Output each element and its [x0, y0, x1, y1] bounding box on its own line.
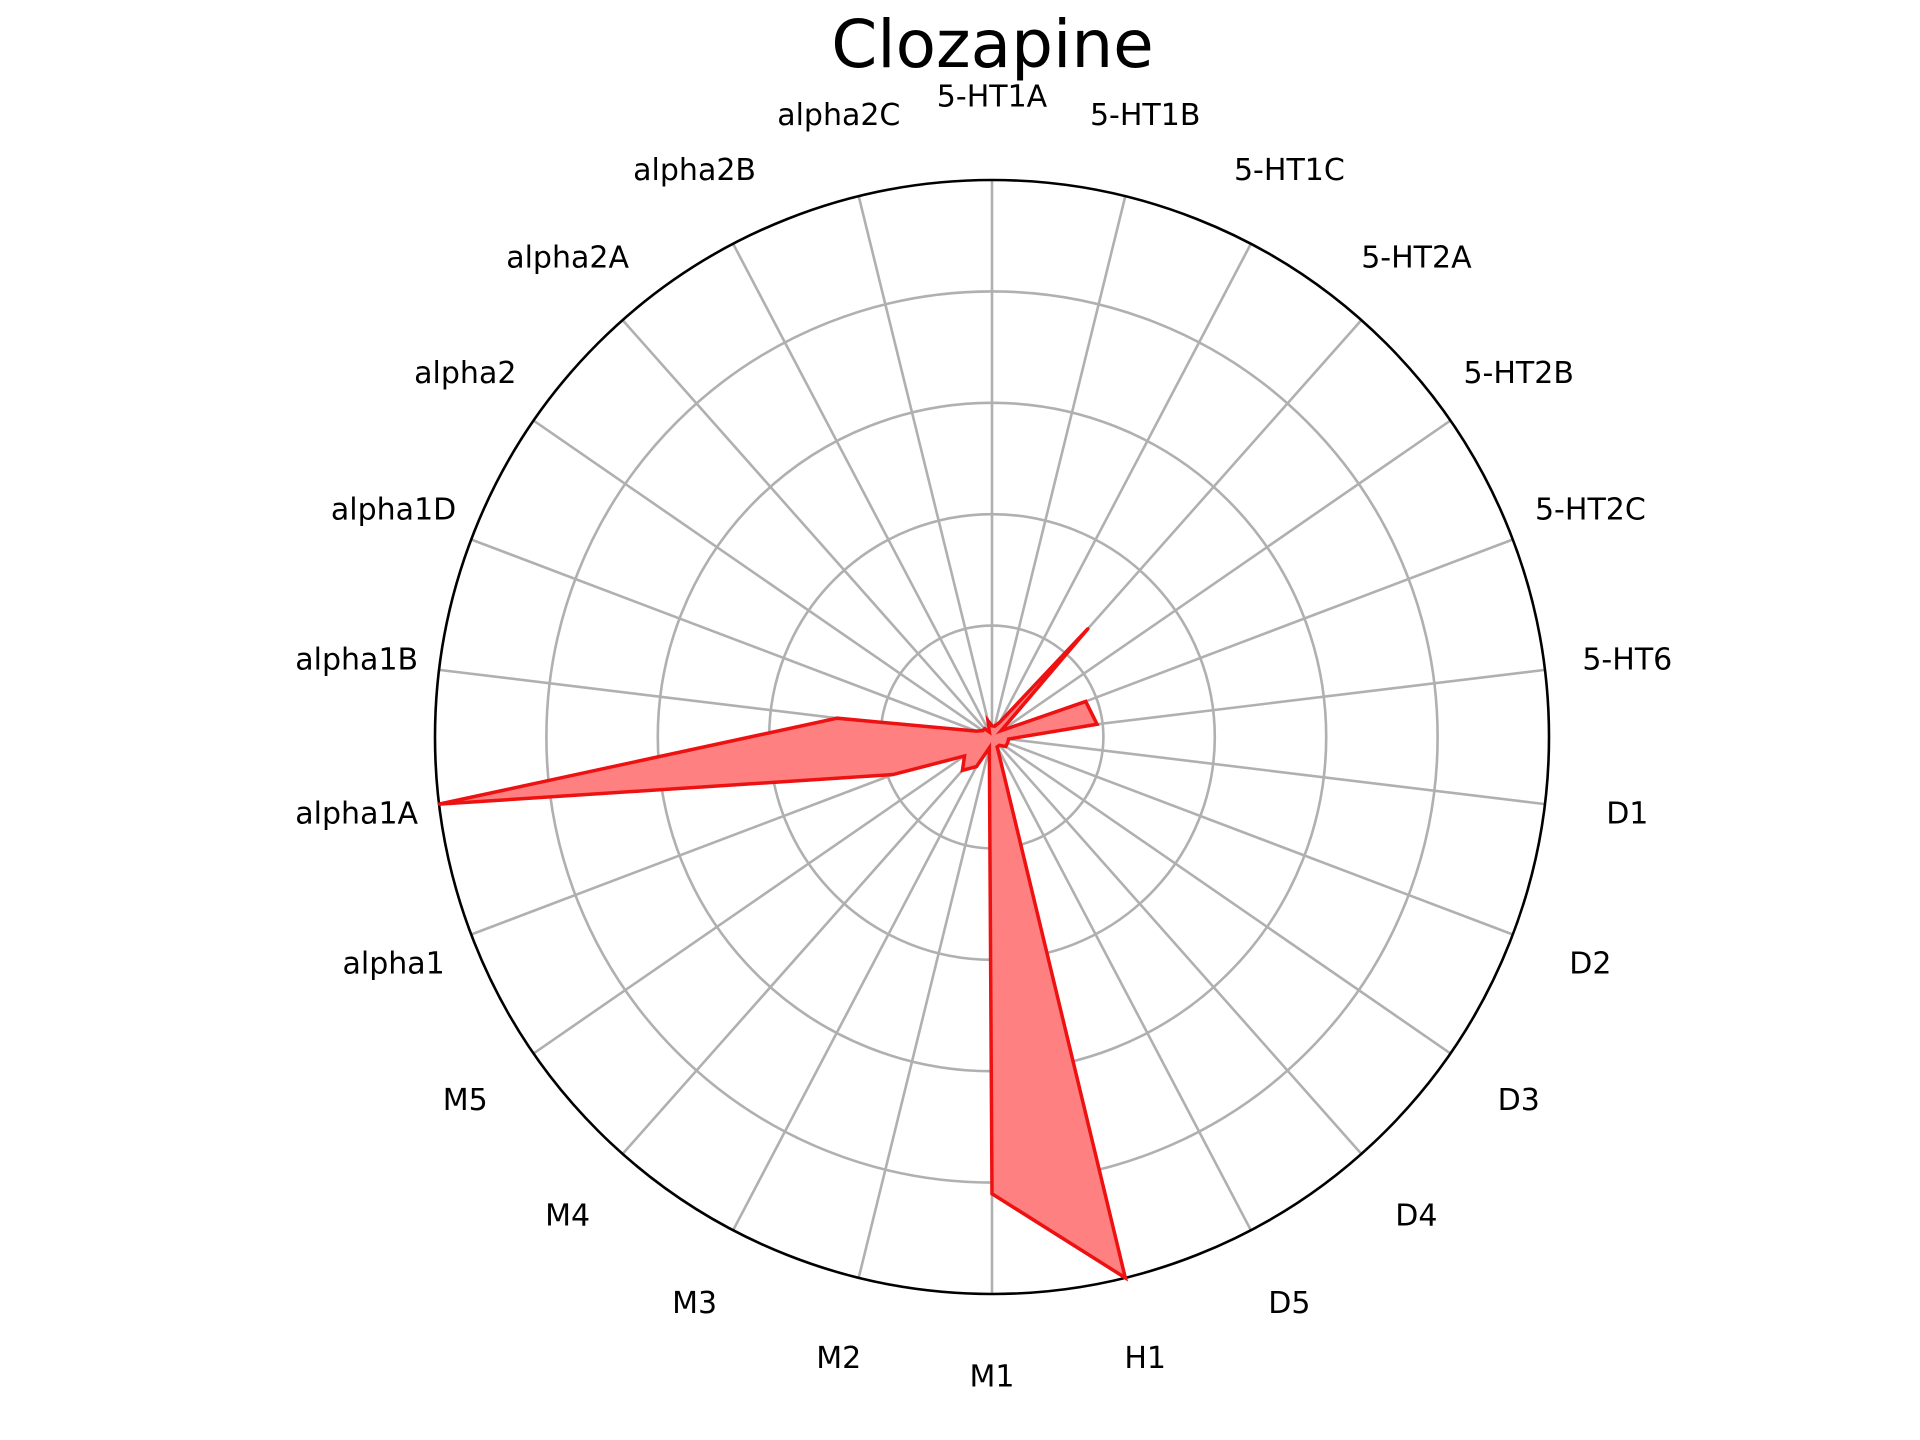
data-point-5-HT6 — [1095, 722, 1099, 726]
axis-label-M4: M4 — [545, 1199, 590, 1234]
axis-label-5-HT1C: 5-HT1C — [1234, 153, 1345, 188]
axis-label-5-HT2C: 5-HT2C — [1535, 493, 1646, 528]
spoke-D4 — [991, 736, 1363, 1155]
data-point-alpha1B — [835, 716, 839, 720]
spoke-alpha1D — [470, 538, 993, 739]
spoke-M5 — [532, 735, 993, 1055]
axis-label-alpha1B: alpha1B — [295, 642, 418, 677]
axis-label-alpha1A: alpha1A — [295, 797, 418, 832]
series-polygon — [438, 627, 1129, 1282]
data-point-D2 — [1006, 741, 1010, 745]
spoke-M2 — [857, 736, 994, 1279]
axis-label-alpha2C: alpha2C — [777, 98, 900, 133]
data-point-H1 — [1123, 1276, 1127, 1280]
axis-label-D4: D4 — [1395, 1199, 1437, 1234]
axis-label-H1: H1 — [1124, 1341, 1166, 1376]
data-point-alpha2A — [983, 727, 987, 731]
data-point-D4 — [997, 743, 1001, 747]
data-point-D1 — [1007, 737, 1011, 741]
data-point-5-HT2A — [1086, 627, 1090, 631]
axis-label-alpha2B: alpha2B — [633, 153, 756, 188]
axis-label-5-HT1A: 5-HT1A — [937, 80, 1048, 115]
data-point-M5 — [962, 754, 966, 758]
spoke-alpha2 — [532, 419, 993, 739]
axis-label-5-HT6: 5-HT6 — [1582, 642, 1672, 677]
axis-label-5-HT2A: 5-HT2A — [1361, 241, 1472, 276]
axis-label-M3: M3 — [672, 1286, 717, 1321]
data-point-alpha2C — [986, 719, 990, 723]
spoke-D1 — [991, 735, 1546, 806]
data-point-M2 — [987, 746, 991, 750]
data-point-alpha1D — [974, 729, 978, 733]
spoke-5-HT1B — [990, 195, 1127, 738]
data-point-alpha2B — [987, 730, 991, 734]
axis-label-alpha1: alpha1 — [342, 946, 444, 981]
axis-label-M1: M1 — [970, 1360, 1015, 1395]
data-point-5-HT1C — [998, 720, 1002, 724]
data-point-5-HT2C — [1084, 699, 1088, 703]
spoke-alpha2A — [621, 319, 993, 738]
spoke-M4 — [621, 736, 993, 1155]
spoke-alpha2C — [857, 195, 994, 738]
axis-label-alpha2: alpha2 — [414, 356, 516, 391]
chart-title: Clozapine — [831, 6, 1154, 83]
data-point-D5 — [995, 745, 999, 749]
spoke-M3 — [731, 736, 994, 1231]
axis-label-D2: D2 — [1569, 946, 1611, 981]
data-point-5-HT2B — [999, 729, 1003, 733]
spoke-D2 — [991, 735, 1514, 936]
data-point-D3 — [1004, 744, 1008, 748]
data-point-M3 — [974, 765, 978, 769]
axis-label-D1: D1 — [1606, 797, 1648, 832]
axis-label-D5: D5 — [1268, 1286, 1310, 1321]
axis-label-D3: D3 — [1498, 1083, 1540, 1118]
axis-label-M2: M2 — [816, 1341, 861, 1376]
outer-frame — [433, 178, 1551, 1296]
data-point-5-HT1B — [993, 724, 997, 728]
data-point-M4 — [960, 768, 964, 772]
data-point-alpha2 — [981, 729, 985, 733]
axis-label-alpha2A: alpha2A — [506, 241, 629, 276]
axis-label-5-HT1B: 5-HT1B — [1090, 98, 1200, 133]
spoke-D5 — [990, 736, 1253, 1231]
spoke-5-HT2B — [991, 419, 1452, 739]
spoke-alpha2B — [731, 243, 994, 738]
axis-label-5-HT2B: 5-HT2B — [1463, 356, 1573, 391]
data-point-alpha1 — [891, 773, 895, 777]
axis-label-alpha1D: alpha1D — [331, 493, 456, 528]
spoke-D3 — [991, 735, 1452, 1055]
spoke-5-HT1C — [990, 243, 1253, 738]
label-layer: 5-HT1A 5-HT1B 5-HT1C 5-HT2A 5-HT2B 5-HT2C 5-HT… — [295, 80, 1672, 1395]
data-layer — [437, 627, 1129, 1282]
axis-label-M5: M5 — [443, 1083, 488, 1118]
data-point-M1 — [990, 1192, 994, 1196]
data-point-alpha1A — [437, 802, 441, 806]
data-point-5-HT1A — [990, 724, 994, 728]
